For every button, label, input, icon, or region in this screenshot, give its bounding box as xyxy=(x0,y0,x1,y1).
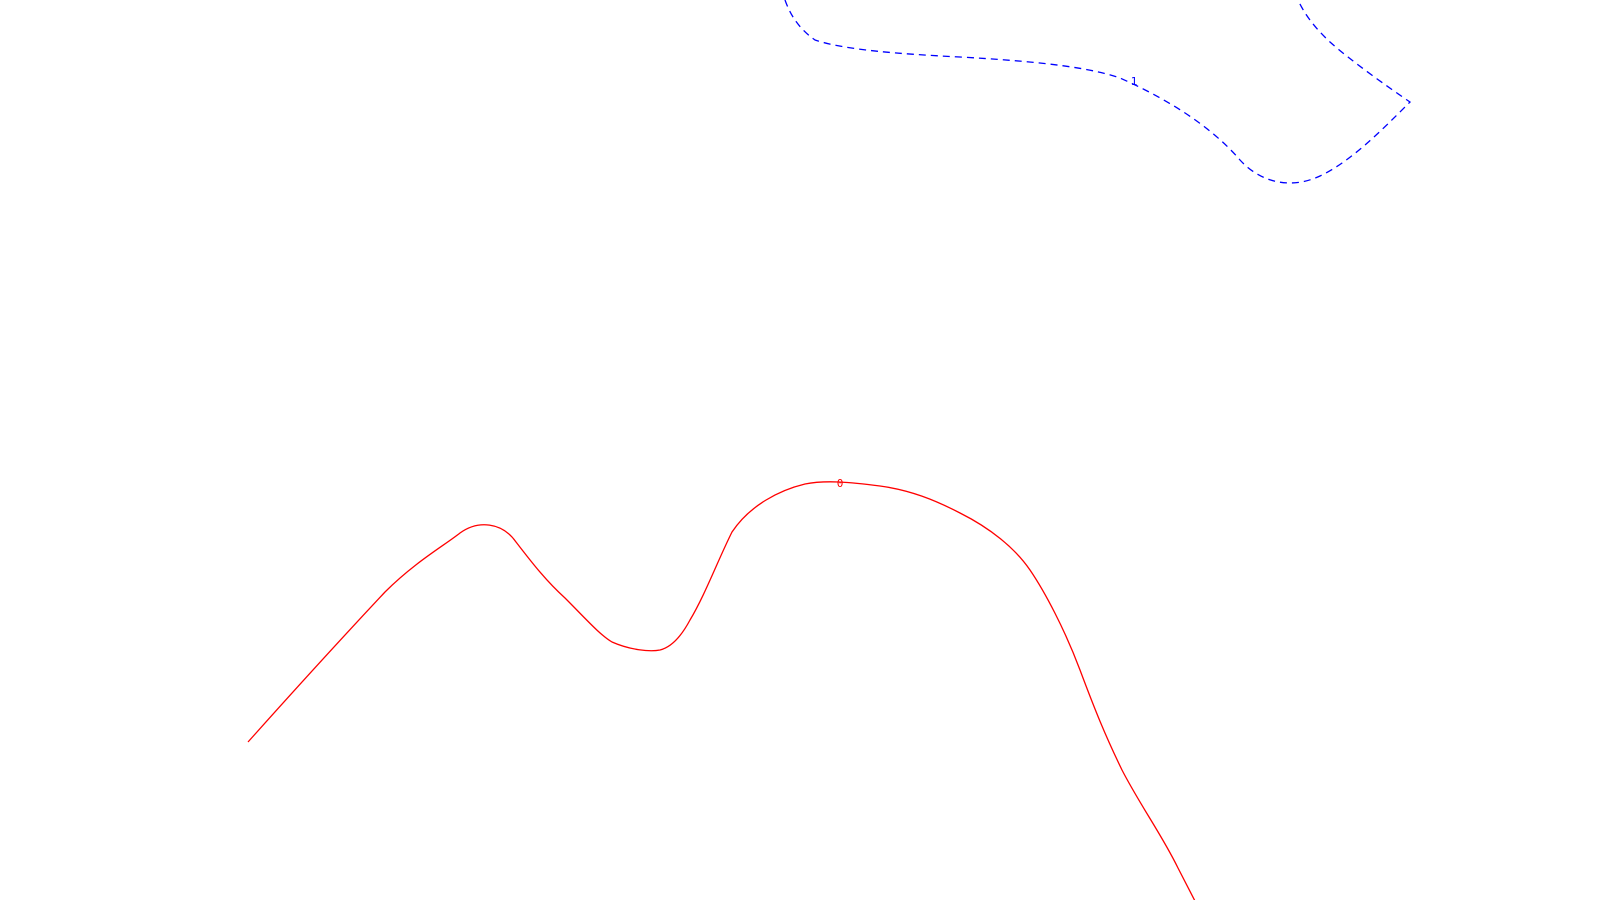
contour-line-1-path xyxy=(784,0,1412,184)
contour-line-1: 1 xyxy=(784,0,1412,184)
contour-line-0-path xyxy=(247,481,1196,900)
contour-line-1-label: 1 xyxy=(1131,75,1138,88)
contour-line-0-label: 0 xyxy=(837,477,844,490)
contour-line-0: 0 xyxy=(247,477,1196,900)
